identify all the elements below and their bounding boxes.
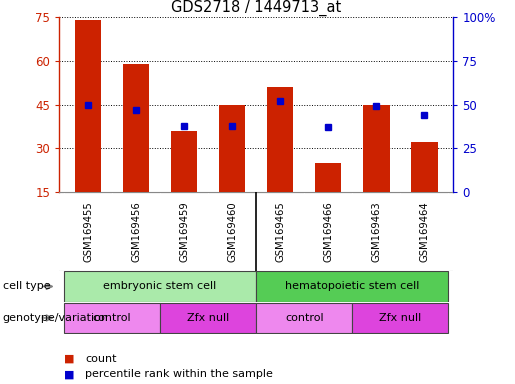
Text: GSM169456: GSM169456: [131, 201, 141, 262]
Text: genotype/variation: genotype/variation: [3, 313, 109, 323]
Text: ■: ■: [64, 369, 75, 379]
Text: GSM169465: GSM169465: [275, 201, 285, 262]
Text: GSM169460: GSM169460: [227, 201, 237, 262]
Bar: [171, 131, 197, 192]
Bar: [352, 303, 449, 333]
Text: GSM169459: GSM169459: [179, 201, 189, 262]
Bar: [64, 271, 256, 301]
Text: ■: ■: [64, 354, 75, 364]
Text: control: control: [93, 313, 131, 323]
Bar: [123, 64, 149, 192]
Bar: [315, 163, 341, 192]
Text: GSM169463: GSM169463: [371, 201, 381, 262]
Bar: [411, 142, 438, 192]
Text: percentile rank within the sample: percentile rank within the sample: [85, 369, 273, 379]
Text: Zfx null: Zfx null: [187, 313, 229, 323]
Text: control: control: [285, 313, 323, 323]
Text: count: count: [85, 354, 116, 364]
Text: Zfx null: Zfx null: [379, 313, 421, 323]
Bar: [363, 105, 389, 192]
Bar: [256, 271, 449, 301]
Text: GSM169455: GSM169455: [83, 201, 93, 262]
Bar: [219, 105, 246, 192]
Bar: [267, 87, 294, 192]
Text: cell type: cell type: [3, 281, 50, 291]
Text: hematopoietic stem cell: hematopoietic stem cell: [285, 281, 420, 291]
Bar: [256, 303, 352, 333]
Bar: [160, 303, 256, 333]
Text: GSM169466: GSM169466: [323, 201, 333, 262]
Text: embryonic stem cell: embryonic stem cell: [104, 281, 217, 291]
Title: GDS2718 / 1449713_at: GDS2718 / 1449713_at: [171, 0, 341, 16]
Bar: [75, 20, 101, 192]
Bar: [64, 303, 160, 333]
Text: GSM169464: GSM169464: [419, 201, 430, 262]
